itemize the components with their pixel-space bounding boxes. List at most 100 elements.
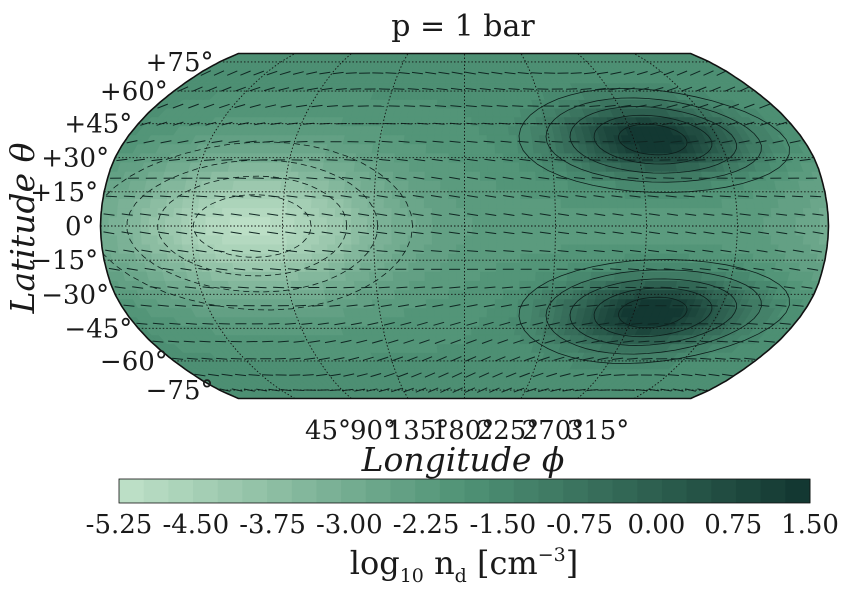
wind-vector: [270, 177, 282, 179]
field-cell: [391, 198, 401, 209]
field-cell: [536, 234, 546, 245]
field-cell: [448, 143, 458, 154]
chart-title: p = 1 bar: [391, 9, 535, 44]
field-cell: [297, 271, 308, 281]
field-cell: [261, 225, 271, 236]
field-cell: [132, 207, 143, 218]
field-cell: [230, 243, 240, 254]
field-cell: [407, 253, 417, 263]
field-cell: [801, 198, 812, 209]
field-cell: [190, 253, 202, 263]
field-cell: [262, 207, 272, 218]
field-cell: [429, 343, 439, 353]
field-cell: [464, 262, 473, 272]
field-cell: [524, 298, 535, 309]
field-cell: [272, 180, 283, 190]
field-cell: [469, 376, 477, 385]
colorbar-swatch: [291, 479, 317, 503]
field-cell: [592, 198, 602, 209]
field-cell: [472, 216, 482, 227]
wind-vector: [573, 105, 585, 107]
field-cell: [648, 189, 658, 199]
field-cell: [375, 243, 385, 254]
field-cell: [334, 234, 344, 245]
field-cell: [753, 243, 764, 254]
field-cell: [640, 253, 650, 263]
field-cell: [528, 253, 538, 263]
field-cell: [450, 99, 459, 109]
field-cell: [310, 243, 321, 254]
field-cell: [568, 189, 578, 199]
field-cell: [503, 262, 513, 272]
field-cell: [402, 143, 412, 154]
field-cell: [359, 253, 369, 263]
field-cell: [384, 180, 394, 190]
field-cell: [609, 216, 619, 227]
field-cell: [519, 180, 529, 190]
field-cell: [469, 53, 476, 61]
wind-vector: [404, 105, 416, 107]
field-cell: [641, 207, 651, 218]
field-cell: [353, 280, 364, 291]
field-cell: [526, 161, 536, 172]
wind-vector: [400, 122, 413, 125]
field-cell: [681, 243, 691, 254]
wind-vector: [274, 358, 286, 360]
field-cell: [439, 216, 449, 227]
field-cell: [456, 234, 465, 245]
field-cell: [480, 216, 490, 227]
field-cell: [319, 243, 329, 254]
wind-vector: [810, 195, 822, 198]
field-cell: [132, 216, 142, 227]
field-cell: [140, 207, 151, 218]
field-cell: [399, 243, 409, 254]
field-cell: [413, 325, 423, 336]
field-cell: [445, 74, 453, 84]
field-cell: [367, 253, 377, 263]
colorbar-swatch: [217, 479, 243, 503]
field-cell: [664, 253, 674, 263]
field-cell: [567, 180, 577, 190]
field-cell: [511, 180, 521, 190]
field-cell: [456, 271, 465, 281]
colorbar-label-unit: [cm: [467, 544, 538, 582]
field-cell: [722, 234, 732, 245]
field-cell: [464, 125, 473, 136]
field-cell: [553, 225, 562, 236]
field-cell: [100, 225, 110, 236]
field-cell: [536, 198, 546, 209]
field-cell: [649, 234, 659, 245]
field-cell: [608, 253, 618, 263]
field-cell: [464, 59, 471, 68]
field-cell: [311, 253, 321, 263]
field-cell: [623, 180, 633, 190]
field-cell: [464, 171, 473, 181]
field-cell: [440, 253, 449, 263]
field-cell: [697, 243, 707, 254]
field-cell: [518, 161, 528, 172]
field-cell: [368, 262, 378, 272]
lat-tick-label: −30°: [41, 280, 109, 310]
field-cell: [737, 243, 748, 254]
field-cell: [464, 143, 473, 154]
field-cell: [819, 216, 829, 227]
field-cell: [608, 243, 619, 254]
field-cell: [464, 307, 473, 318]
lat-tick-label: −45°: [64, 314, 132, 344]
field-cell: [487, 262, 497, 272]
field-cell: [289, 171, 300, 181]
field-cell: [496, 243, 506, 254]
field-cell: [165, 234, 175, 245]
field-cell: [247, 253, 257, 263]
field-cell: [527, 262, 537, 272]
field-cell: [140, 216, 150, 227]
wind-vector: [305, 268, 317, 271]
field-cell: [448, 243, 457, 254]
field-cell: [417, 298, 427, 309]
field-cell: [448, 171, 457, 181]
field-cell: [320, 180, 330, 190]
wind-vector: [554, 286, 566, 289]
lat-tick-label: −60°: [100, 347, 168, 377]
wind-vector: [345, 72, 357, 74]
field-cell: [416, 161, 426, 172]
